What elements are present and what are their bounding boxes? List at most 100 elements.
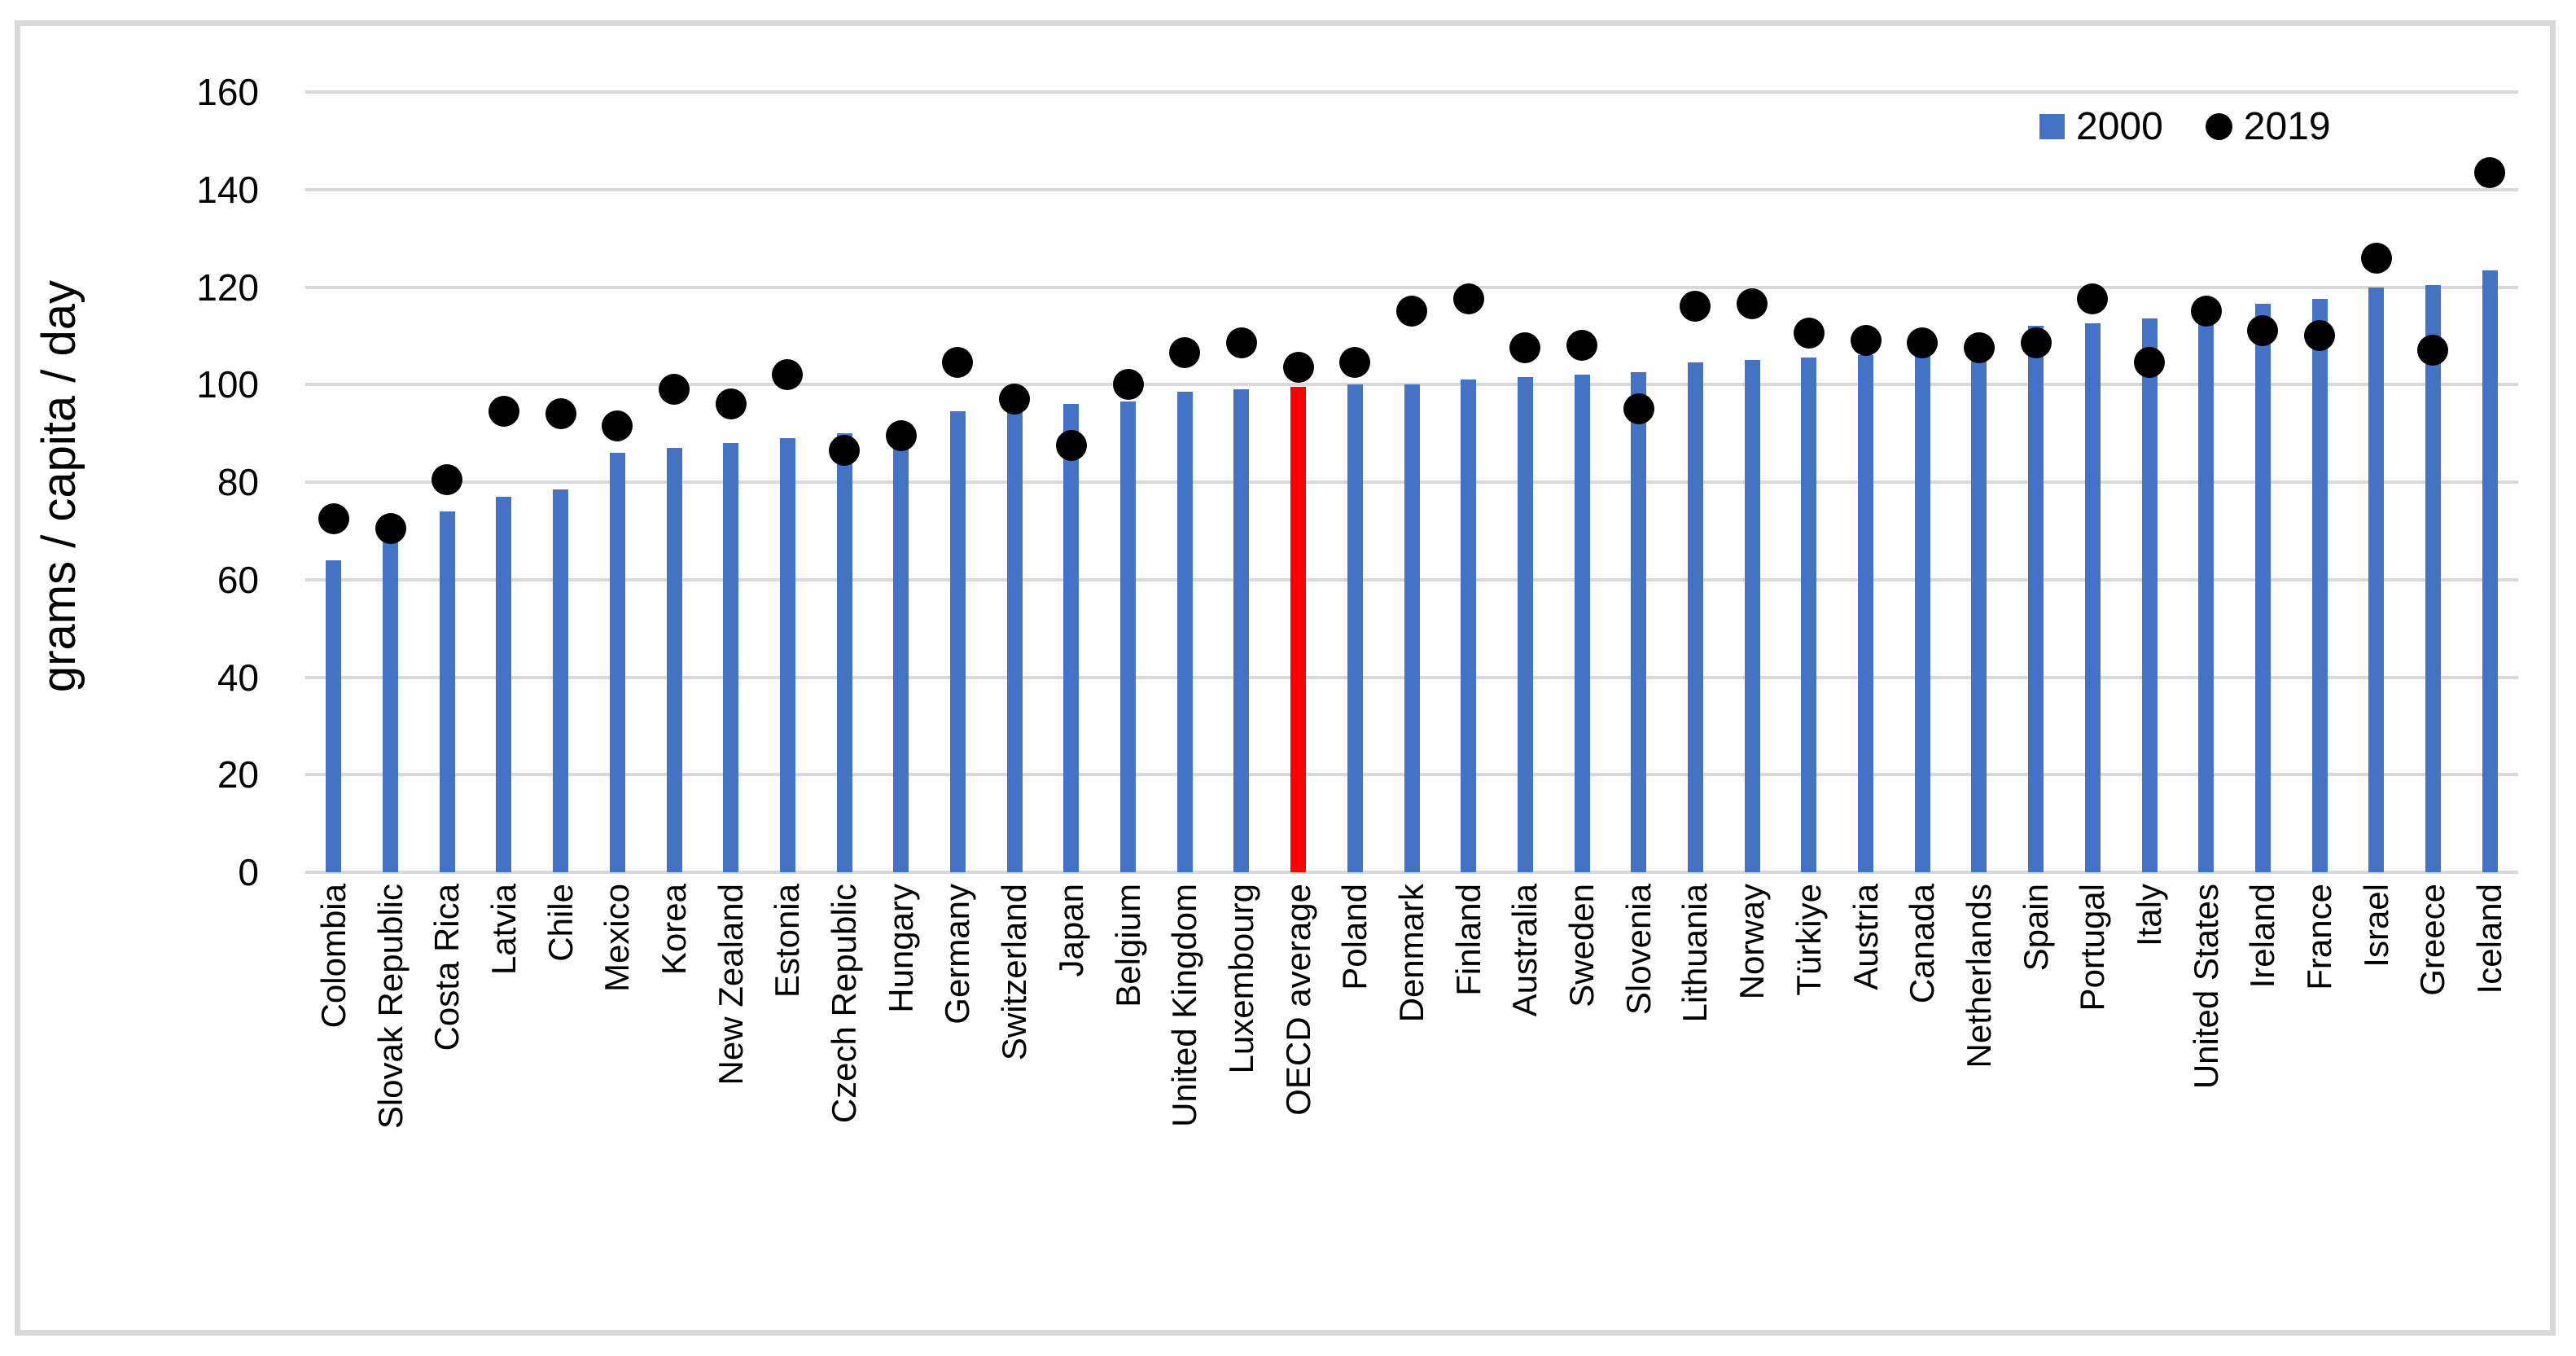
dot-marker <box>2077 283 2109 315</box>
bar <box>496 496 512 872</box>
legend-label: 2019 <box>2243 105 2331 148</box>
category-label: United States <box>2186 884 2225 1090</box>
category-label: Finland <box>1448 884 1487 996</box>
category-label: France <box>2300 884 2339 990</box>
legend: 2000 2019 <box>2039 104 2331 149</box>
category-label: Italy <box>2130 884 2168 947</box>
bar <box>1120 402 1137 872</box>
category-label: Germany <box>938 884 977 1025</box>
y-tick-label: 160 <box>196 71 259 113</box>
bar <box>609 453 625 872</box>
legend-item-2000: 2000 <box>2039 104 2163 149</box>
bar <box>2482 270 2498 872</box>
category-label: Ireland <box>2243 884 2282 989</box>
bar <box>1404 384 1420 872</box>
category-label: United Kingdom <box>1165 884 1204 1127</box>
category-label: Poland <box>1335 884 1374 990</box>
dot-marker <box>545 398 576 430</box>
bar <box>1461 380 1477 872</box>
dot-marker <box>318 502 349 534</box>
category-label: Slovak Republic <box>370 884 410 1130</box>
bar <box>2028 326 2044 872</box>
bar <box>2141 318 2158 872</box>
bar <box>666 448 682 872</box>
legend-item-2019: 2019 <box>2205 104 2331 149</box>
bar <box>893 426 909 872</box>
y-axis-title: grams / capita / day <box>33 279 85 693</box>
category-label: Türkiye <box>1789 884 1828 996</box>
y-tick-label: 60 <box>217 558 259 601</box>
bar <box>723 443 739 872</box>
bar <box>779 438 795 872</box>
category-label: Slovenia <box>1619 884 1658 1016</box>
dot-marker <box>1737 288 1768 320</box>
dot-marker <box>2417 335 2449 366</box>
dot-marker <box>2020 327 2052 359</box>
bar <box>1631 372 1647 872</box>
category-label: Greece <box>2413 884 2452 996</box>
bar <box>1517 377 1533 872</box>
category-label: Korea <box>655 884 693 976</box>
category-label: Costa Rica <box>427 884 467 1051</box>
y-tick-label: 80 <box>217 461 259 503</box>
dot-marker <box>432 464 463 495</box>
category-label: Iceland <box>2470 884 2509 994</box>
y-tick-label: 140 <box>196 168 259 211</box>
category-label: Sweden <box>1562 884 1601 1007</box>
bar <box>1914 353 1930 872</box>
dot-marker <box>1452 283 1484 315</box>
category-label: Switzerland <box>995 884 1034 1061</box>
category-label: Portugal <box>2073 884 2112 1012</box>
category-label: Japan <box>1051 884 1090 977</box>
dot-marker <box>1396 296 1427 327</box>
y-tick-label: 100 <box>196 363 259 406</box>
dot-marker <box>2247 315 2279 347</box>
bar <box>553 489 569 872</box>
bar <box>1801 358 1817 872</box>
bar <box>1347 384 1363 872</box>
dot-marker <box>1907 327 1939 359</box>
dot-marker <box>375 512 406 544</box>
category-label: Canada <box>1903 884 1942 1004</box>
legend-square-icon <box>2039 114 2065 139</box>
gridline-0 <box>305 871 2518 874</box>
category-label: Luxembourg <box>1221 884 1260 1074</box>
dot-marker <box>1225 327 1257 359</box>
category-label: Estonia <box>768 884 807 998</box>
bar <box>836 433 852 872</box>
dot-marker <box>1850 325 1882 357</box>
gridline-160 <box>305 90 2518 94</box>
bar <box>326 560 342 872</box>
dot-marker <box>2304 320 2336 352</box>
category-label: OECD average <box>1278 884 1317 1116</box>
dot-marker <box>2134 347 2165 379</box>
category-label: Netherlands <box>1959 884 1998 1069</box>
bar-highlight <box>1290 387 1307 872</box>
bar <box>1006 409 1023 872</box>
dot-marker <box>1282 352 1314 384</box>
y-tick-label: 120 <box>196 265 259 309</box>
dot-marker <box>1623 393 1654 425</box>
dot-marker <box>2360 242 2392 274</box>
dot-marker <box>1509 332 1541 364</box>
category-label: New Zealand <box>711 884 750 1086</box>
bar <box>383 530 399 872</box>
bar <box>2254 304 2271 872</box>
bar <box>2084 323 2101 872</box>
bar <box>1063 404 1080 872</box>
bar <box>1971 350 1987 872</box>
dot-marker <box>1169 337 1201 369</box>
dot-marker <box>659 374 690 406</box>
dot-marker <box>1963 332 1995 364</box>
dot-marker <box>1566 330 1598 362</box>
category-label: Chile <box>541 884 580 962</box>
dot-marker <box>772 359 804 391</box>
y-tick-label: 20 <box>217 753 259 796</box>
category-label: Australia <box>1505 884 1544 1017</box>
dot-marker <box>885 420 917 452</box>
dot-marker <box>1112 369 1144 401</box>
dot-marker <box>715 388 747 420</box>
category-label: Lithuania <box>1676 884 1715 1023</box>
category-label: Norway <box>1733 884 1772 1000</box>
category-label: Colombia <box>313 884 353 1029</box>
